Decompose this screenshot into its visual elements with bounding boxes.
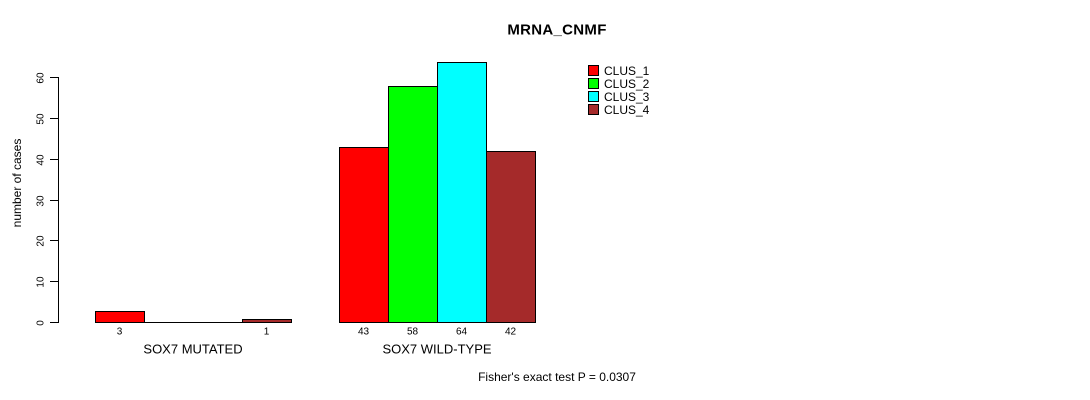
bar-clus_2 — [388, 86, 438, 323]
bar-value-label: 64 — [455, 326, 468, 338]
bar-clus_3-zero — [193, 322, 243, 323]
bar-clus_1 — [95, 311, 145, 323]
annotation-pvalue: Fisher's exact test P = 0.0307 — [478, 370, 636, 384]
legend-label-clus_4: CLUS_4 — [604, 102, 650, 117]
bar-value-label: 58 — [406, 326, 419, 338]
bar-clus_3 — [437, 62, 487, 323]
chart-title: MRNA_CNMF — [507, 21, 607, 39]
category-label: SOX7 MUTATED — [143, 341, 243, 357]
legend-label-clus_3: CLUS_3 — [604, 89, 650, 104]
y-axis-tick-label: 50 — [35, 112, 47, 125]
bar-value-label: 43 — [357, 326, 370, 338]
y-axis-tick — [50, 159, 58, 160]
legend-swatch-clus_1 — [588, 65, 599, 76]
y-axis-tick — [50, 281, 58, 282]
y-axis-tick-label: 30 — [35, 194, 47, 207]
bar-clus_4 — [242, 319, 292, 323]
category-label: SOX7 WILD-TYPE — [382, 341, 492, 357]
legend-label-clus_2: CLUS_2 — [604, 76, 650, 91]
y-axis-tick-label: 0 — [35, 319, 47, 326]
y-axis-tick — [50, 322, 58, 323]
legend-swatch-clus_4 — [588, 104, 599, 115]
y-axis-tick-label: 10 — [35, 275, 47, 288]
legend-swatch-clus_3 — [588, 91, 599, 102]
y-axis-tick-label: 40 — [35, 153, 47, 166]
bar-clus_2-zero — [144, 322, 194, 323]
bar-clus_4 — [486, 151, 536, 323]
bar-value-label: 3 — [116, 326, 123, 338]
y-axis-tick — [50, 200, 58, 201]
legend-label-clus_1: CLUS_1 — [604, 63, 650, 78]
bar-clus_1 — [339, 147, 389, 323]
bar-value-label: 42 — [504, 326, 517, 338]
legend-swatch-clus_2 — [588, 78, 599, 89]
y-axis-tick-label: 60 — [35, 71, 47, 84]
y-axis-line — [58, 77, 59, 323]
y-axis-label: number of cases — [10, 138, 24, 228]
bar-value-label: 1 — [263, 326, 270, 338]
y-axis-tick — [50, 118, 58, 119]
y-axis-tick — [50, 77, 58, 78]
y-axis-tick-label: 20 — [35, 234, 47, 247]
y-axis-tick — [50, 240, 58, 241]
